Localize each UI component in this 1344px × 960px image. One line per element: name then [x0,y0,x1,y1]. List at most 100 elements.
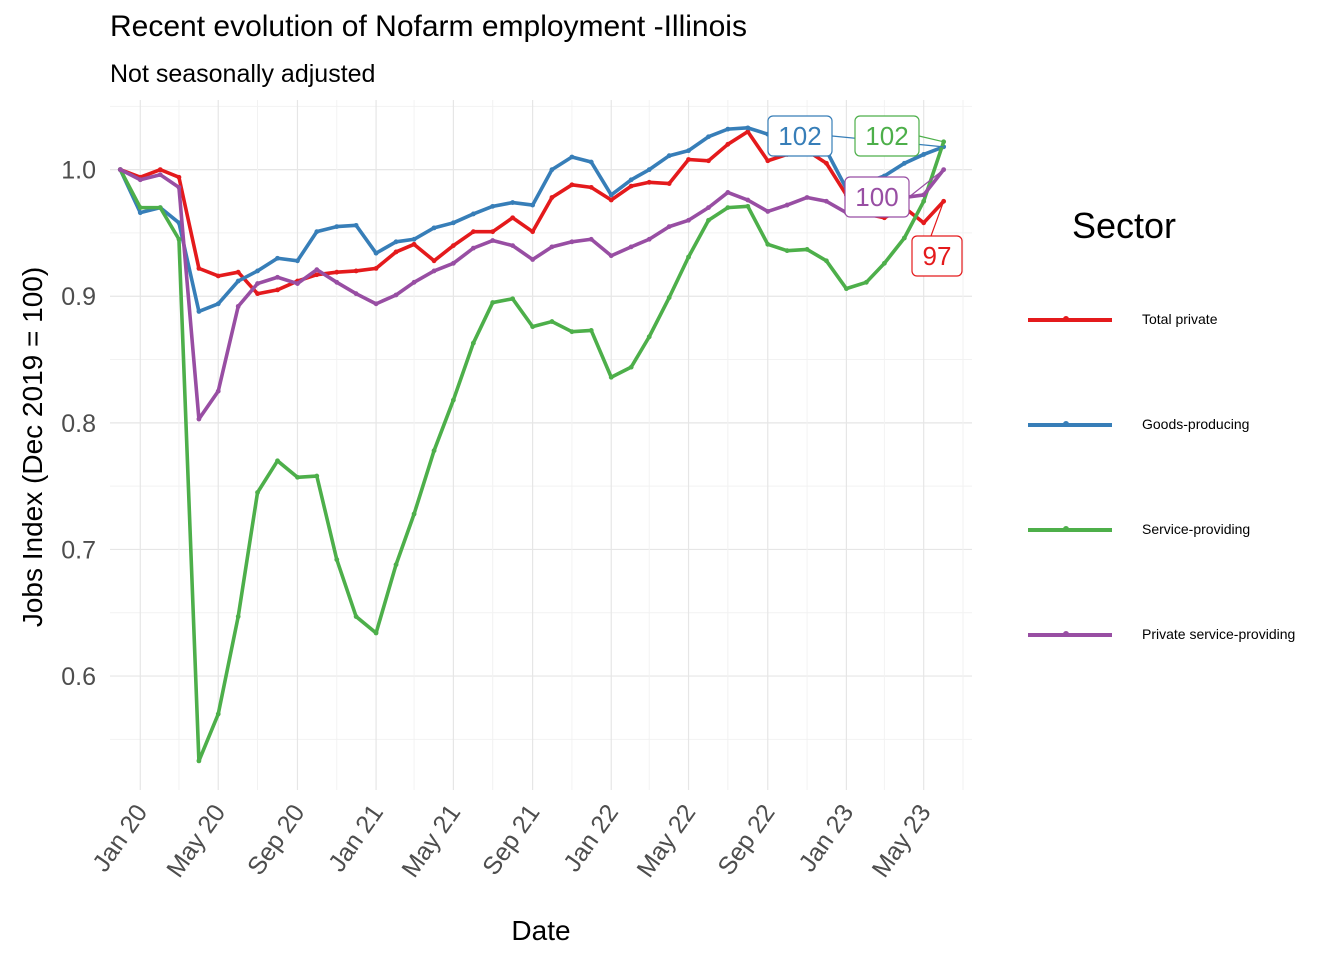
data-point [450,243,456,248]
end-label-text: 100 [855,182,898,212]
data-point [765,241,771,247]
chart-title: Recent evolution of Nofarm employment -I… [110,10,747,43]
data-point [353,291,359,297]
data-point [411,236,417,242]
x-tick-label: Jan 22 [558,799,624,877]
end-label-box [844,176,910,218]
x-tick-label: May 21 [396,799,466,882]
y-axis-ticks: 0.6 0.7 0.8 0.9 1.0 [61,157,96,691]
data-point [470,211,476,217]
data-point [334,269,340,275]
end-label-connector [930,201,945,237]
legend-title: Sector [1072,205,1177,246]
data-point [921,152,927,157]
data-point [666,153,672,159]
data-point [490,300,496,305]
x-tick-label: Sep 20 [242,799,310,880]
data-point [646,179,652,185]
data-point [824,198,829,204]
data-point [608,197,614,203]
data-point [334,557,340,562]
data-point [725,126,731,132]
data-point [549,319,555,324]
data-point [588,328,594,333]
data-point [725,205,731,211]
data-point [646,334,652,340]
data-point [275,274,280,280]
data-point [450,397,456,403]
y-tick-label: 0.6 [61,663,96,691]
data-point [373,301,379,307]
data-point [196,758,202,764]
data-point [706,205,711,211]
data-point [393,249,399,255]
data-point [314,272,320,278]
x-axis-ticks: Jan 20 May 20 Sep 20 Jan 21 May 21 Sep 21 Jan … [87,799,936,882]
data-point [196,309,202,314]
data-point [215,273,221,279]
data-point [686,254,691,260]
data-point [176,184,182,190]
x-tick-label: May 23 [867,799,937,882]
data-point [588,159,594,165]
data-point [215,388,221,394]
x-axis-title: Date [511,915,570,946]
data-point [666,295,672,300]
data-point [295,474,300,480]
data-point [686,217,691,223]
legend-key [1028,423,1112,427]
data-point [666,224,672,230]
end-label-box [854,115,920,157]
data-point [921,220,927,226]
data-point [921,192,927,198]
data-point [235,278,241,284]
data-point [569,329,575,335]
legend-key [1028,318,1112,322]
data-point [608,253,614,259]
x-tick-label: Sep 21 [477,799,545,880]
legend-key-dot [1063,526,1069,532]
data-point [628,183,634,189]
data-point [314,473,320,479]
data-point [765,209,771,214]
data-point [745,197,751,203]
data-point [863,279,869,285]
data-point [530,202,536,208]
data-point [176,174,182,180]
data-point [235,614,241,619]
data-point [196,265,202,271]
data-point [706,217,711,223]
data-point [157,167,163,173]
end-label-text: 97 [923,241,952,271]
data-point [765,158,771,164]
legend-label: Goods-producing [1142,416,1250,432]
data-point [549,167,555,173]
data-point [706,158,711,164]
y-tick-label: 0.9 [61,283,96,311]
data-point [353,222,359,228]
data-point [411,241,417,247]
data-point [411,279,417,285]
data-point [393,239,399,245]
data-point [373,250,379,256]
data-point [901,160,907,166]
data-point [157,172,163,178]
legend-item: Goods-producing [1020,410,1340,440]
data-point [431,268,437,274]
data-point [569,154,575,160]
data-point [196,416,202,422]
legend-key-dot [1063,421,1069,427]
data-point [824,160,829,166]
data-point [569,239,575,245]
data-point [373,630,379,636]
x-tick-label: May 20 [161,799,231,882]
legend-item: Private service-providing [1020,620,1340,650]
data-point [295,281,300,286]
data-point [255,490,260,495]
data-point [157,205,163,211]
data-point [470,340,476,346]
data-point [275,458,280,464]
data-point [176,236,182,242]
data-point [843,286,849,292]
